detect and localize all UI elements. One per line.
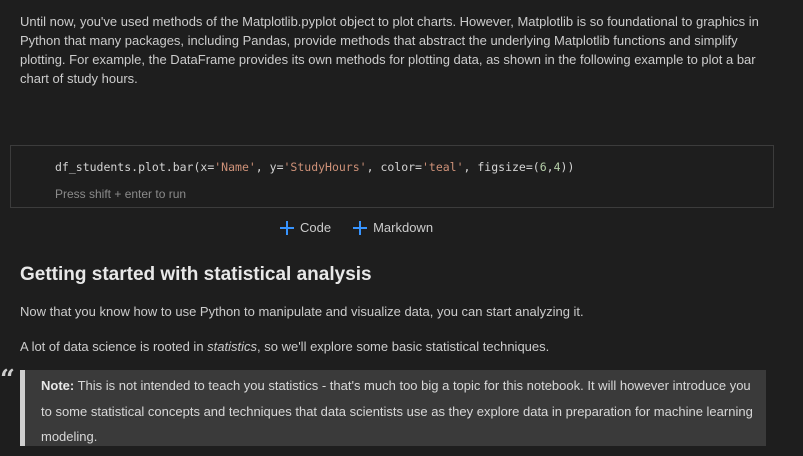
code-line[interactable]: df_students.plot.bar(x='Name', y='StudyH… [55,160,574,174]
note-blockquote: Note: This is not intended to teach you … [20,370,766,446]
paragraph-statistics-start: A lot of data science is rooted in [20,339,208,354]
section-heading: Getting started with statistical analysi… [20,264,372,285]
note-text: This is not intended to teach you statis… [41,378,753,444]
code-arg-y: 'StudyHours' [283,160,367,174]
run-hint: Press shift + enter to run [55,187,187,201]
add-markdown-cell-button[interactable]: Markdown [353,220,433,235]
code-sep-2: , color= [366,160,422,174]
add-code-cell-button[interactable]: Code [280,220,331,235]
intro-paragraph: Until now, you've used methods of the Ma… [20,14,759,86]
code-suffix: )) [560,160,575,174]
code-sep-1: , y= [255,160,284,174]
code-sep-3: , figsize=( [463,160,540,174]
add-markdown-label: Markdown [373,220,434,235]
statistics-markdown-cell: Getting started with statistical analysi… [20,262,780,354]
paragraph-statistics-end: , so we'll explore some basic statistica… [257,339,550,354]
code-arg-x: 'Name' [214,160,256,174]
quote-icon: “ [0,365,15,395]
plus-icon [280,220,294,235]
note-label: Note: [41,378,75,393]
code-cell[interactable]: df_students.plot.bar(x='Name', y='StudyH… [10,145,774,208]
code-comma: , [546,160,554,174]
add-cell-toolbar: Code Markdown [280,220,433,235]
code-arg-height: 4 [553,160,561,174]
plus-icon [353,220,368,235]
paragraph-python-analysis: Now that you know how to use Python to m… [20,304,584,319]
code-prefix: df_students.plot.bar(x= [55,160,215,174]
paragraph-statistics: A lot of data science is rooted in stati… [20,337,549,356]
code-arg-color: 'teal' [421,160,464,174]
statistics-emphasis: statistics [207,339,258,354]
code-arg-width: 6 [539,160,547,174]
add-code-label: Code [300,220,332,235]
intro-markdown-cell: Until now, you've used methods of the Ma… [20,12,770,88]
